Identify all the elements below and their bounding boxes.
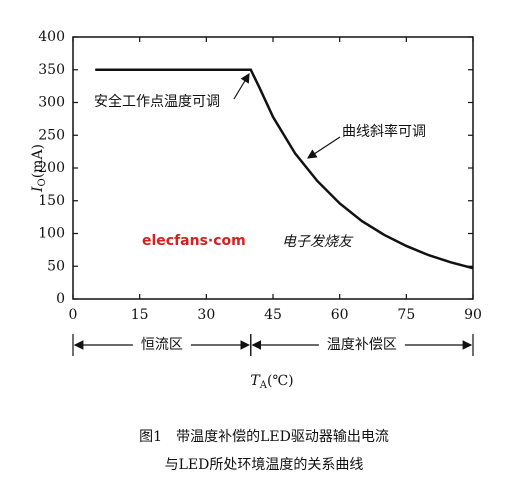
- y-tick-label: 400: [38, 29, 65, 45]
- plot-frame: [72, 36, 474, 300]
- y-tick-label: 100: [38, 226, 65, 242]
- curve: [95, 68, 474, 270]
- x-tick-label: 30: [197, 307, 215, 323]
- y-axis-label: IO(mA): [30, 144, 48, 193]
- region-label: 温度补偿区: [327, 337, 397, 353]
- y-tick-label: 50: [47, 258, 65, 274]
- x-axis-label: TA(℃): [250, 373, 293, 391]
- y-tick-label: 250: [38, 127, 65, 143]
- x-tick-label: 75: [397, 307, 415, 323]
- x-tick-label: 60: [331, 307, 349, 323]
- watermark-cn: 电子发烧友: [282, 234, 354, 250]
- y-tick-label: 350: [38, 62, 65, 78]
- x-tick-label: 0: [69, 307, 78, 323]
- x-tick-label: 15: [131, 307, 149, 323]
- y-tick-label: 300: [38, 95, 65, 111]
- y-tick-label: 150: [38, 193, 65, 209]
- annotation-arrow: [306, 136, 341, 159]
- annotation: 曲线斜率可调: [342, 123, 426, 140]
- region-label: 恒流区: [141, 337, 183, 353]
- x-tick-label: 45: [264, 307, 282, 323]
- caption: 图1 带温度补偿的LED驱动器输出电流: [139, 429, 389, 445]
- y-tick-label: 0: [56, 291, 65, 307]
- x-tick-label: 90: [464, 307, 482, 323]
- annotation-arrow: [233, 72, 250, 100]
- watermark: elecfans·com: [142, 233, 246, 249]
- y-tick-label: 200: [38, 160, 65, 176]
- caption: 与LED所处环境温度的关系曲线: [165, 457, 364, 473]
- annotation: 安全工作点温度可调: [94, 93, 220, 110]
